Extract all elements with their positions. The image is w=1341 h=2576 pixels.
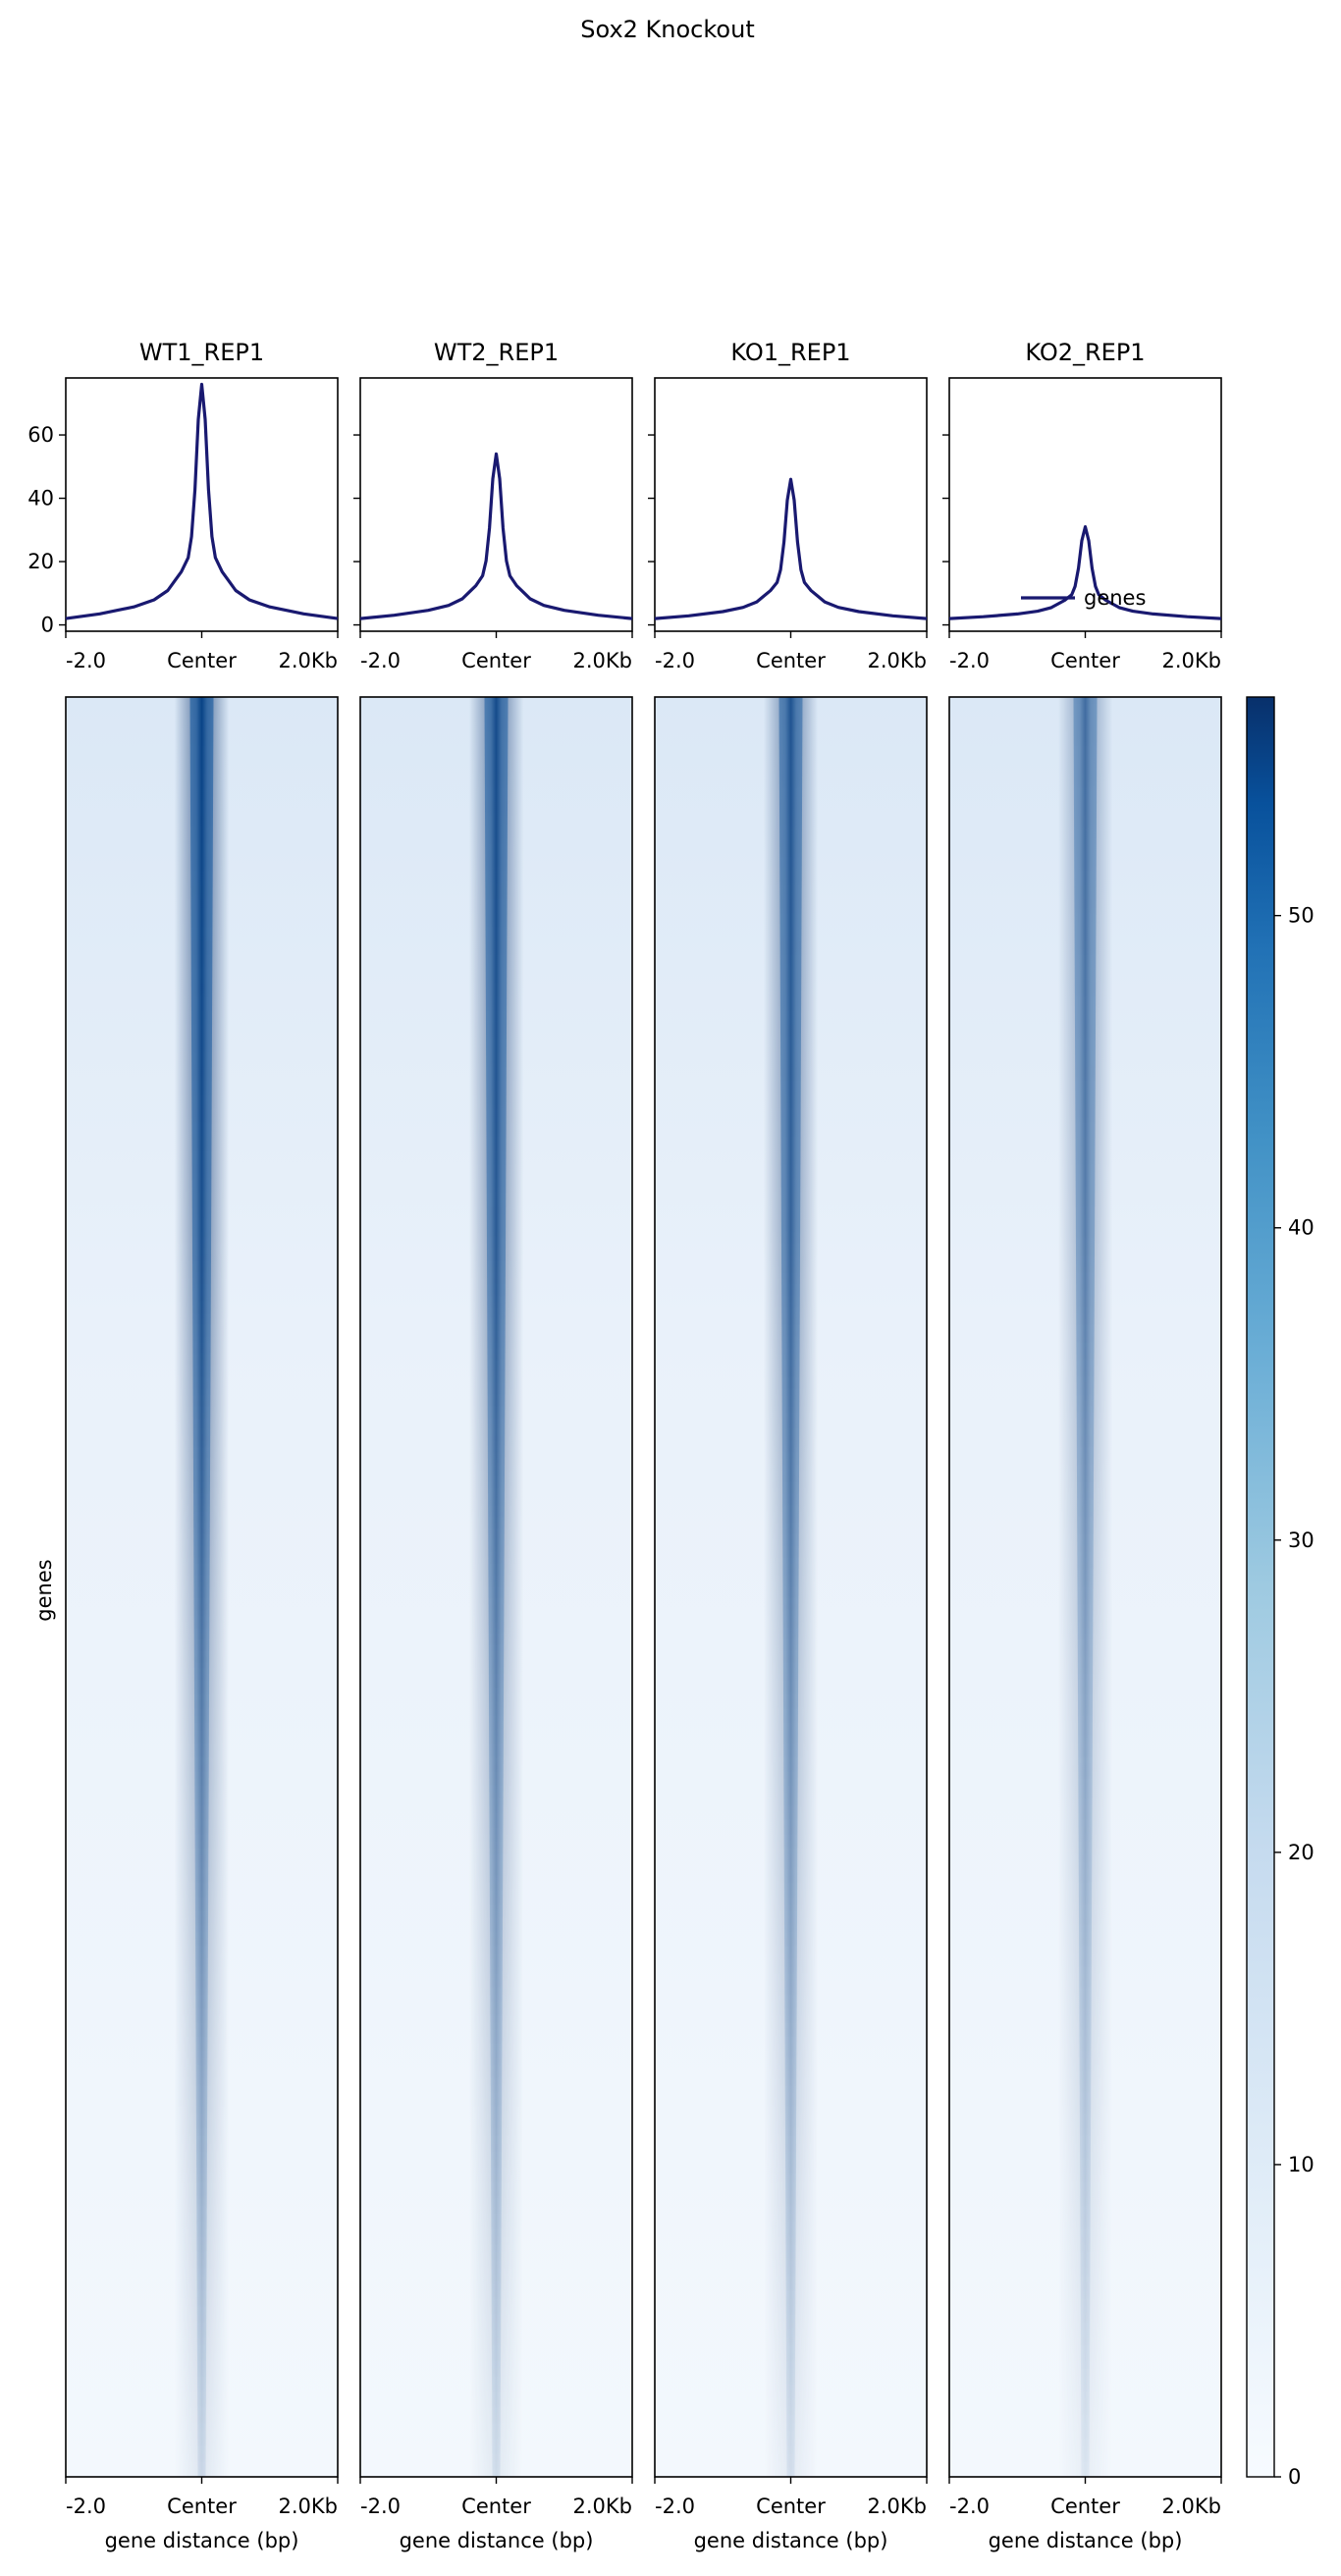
sample-panel: WT1_REP1 0 20 40 60 -2.0 Center 2.0Kb -2.0 Center… bbox=[27, 339, 339, 2552]
colorbar-tick-label: 40 bbox=[1288, 1216, 1314, 1240]
x-tick-label: 2.0Kb bbox=[1162, 2495, 1222, 2518]
x-tick-label: Center bbox=[461, 649, 531, 672]
profile-frame bbox=[654, 377, 928, 632]
x-tick-label: -2.0 bbox=[360, 2495, 401, 2518]
heatmap-signal bbox=[655, 697, 927, 2477]
x-tick-label: 2.0Kb bbox=[279, 649, 339, 672]
profile-line bbox=[65, 382, 339, 620]
figure-title: Sox2 Knockout bbox=[580, 16, 754, 43]
heatmap-core bbox=[484, 697, 509, 2477]
x-tick-label: 2.0Kb bbox=[573, 2495, 633, 2518]
x-tick-label: -2.0 bbox=[949, 2495, 990, 2518]
x-axis-label: gene distance (bp) bbox=[400, 2529, 594, 2552]
profile-frame bbox=[948, 377, 1222, 632]
x-tick-label: -2.0 bbox=[360, 649, 401, 672]
x-tick-label: Center bbox=[167, 649, 237, 672]
colorbar-gradient bbox=[1246, 696, 1275, 2478]
profile-line bbox=[359, 452, 633, 620]
heatmap-core bbox=[778, 697, 803, 2477]
sample-title: KO2_REP1 bbox=[1025, 339, 1145, 366]
sample-title: WT2_REP1 bbox=[434, 339, 559, 366]
heatmap-signal bbox=[360, 697, 632, 2477]
y-tick-label: 0 bbox=[41, 614, 54, 637]
sample-panel: KO2_REP1 -2.0 Center 2.0Kb genes -2.0 Center 2.… bbox=[942, 339, 1222, 2552]
x-axis-label: gene distance (bp) bbox=[105, 2529, 299, 2552]
colorbar-tick-label: 0 bbox=[1288, 2465, 1301, 2489]
x-tick-label: -2.0 bbox=[655, 649, 695, 672]
colorbar-tick-label: 20 bbox=[1288, 1841, 1314, 1864]
legend-label: genes bbox=[1084, 586, 1146, 610]
profile-line bbox=[654, 477, 928, 620]
x-tick-label: 2.0Kb bbox=[573, 649, 633, 672]
sample-panels: WT1_REP1 0 20 40 60 -2.0 Center 2.0Kb -2.0 Center… bbox=[27, 339, 1222, 2552]
colorbar-tick-label: 50 bbox=[1288, 904, 1314, 928]
heatmap-core bbox=[189, 697, 214, 2477]
x-tick-label: 2.0Kb bbox=[279, 2495, 339, 2518]
x-tick-label: Center bbox=[756, 649, 826, 672]
colorbar-tick-label: 30 bbox=[1288, 1529, 1314, 1552]
sample-panel: WT2_REP1 -2.0 Center 2.0Kb -2.0 Center 2.0Kb ge… bbox=[353, 339, 633, 2552]
x-tick-label: 2.0Kb bbox=[868, 649, 928, 672]
profile-frame bbox=[359, 377, 633, 632]
x-axis-label: gene distance (bp) bbox=[694, 2529, 888, 2552]
heatmap-signal bbox=[949, 697, 1221, 2477]
x-tick-label: 2.0Kb bbox=[1162, 649, 1222, 672]
x-tick-label: -2.0 bbox=[66, 649, 106, 672]
colorbar: 0 10 20 30 40 50 bbox=[1246, 696, 1314, 2489]
x-tick-label: Center bbox=[461, 2495, 531, 2518]
profile-line bbox=[948, 524, 1222, 620]
x-tick-label: -2.0 bbox=[66, 2495, 106, 2518]
heatmap-core bbox=[1073, 697, 1098, 2477]
x-tick-label: Center bbox=[1050, 2495, 1120, 2518]
y-tick-label: 40 bbox=[27, 487, 54, 510]
y-tick-label: 60 bbox=[27, 423, 54, 447]
x-tick-label: Center bbox=[756, 2495, 826, 2518]
y-tick-label: 20 bbox=[27, 550, 54, 573]
x-tick-label: -2.0 bbox=[949, 649, 990, 672]
sample-title: KO1_REP1 bbox=[730, 339, 850, 366]
profile-frame bbox=[65, 377, 339, 632]
colorbar-tick-label: 10 bbox=[1288, 2153, 1314, 2176]
x-tick-label: -2.0 bbox=[655, 2495, 695, 2518]
x-tick-label: Center bbox=[167, 2495, 237, 2518]
sample-title: WT1_REP1 bbox=[139, 339, 264, 366]
x-tick-label: Center bbox=[1050, 649, 1120, 672]
x-axis-label: gene distance (bp) bbox=[989, 2529, 1183, 2552]
x-tick-label: 2.0Kb bbox=[868, 2495, 928, 2518]
heatmap-row-label: genes bbox=[32, 1559, 56, 1621]
sample-panel: KO1_REP1 -2.0 Center 2.0Kb -2.0 Center 2.0Kb ge… bbox=[648, 339, 928, 2552]
